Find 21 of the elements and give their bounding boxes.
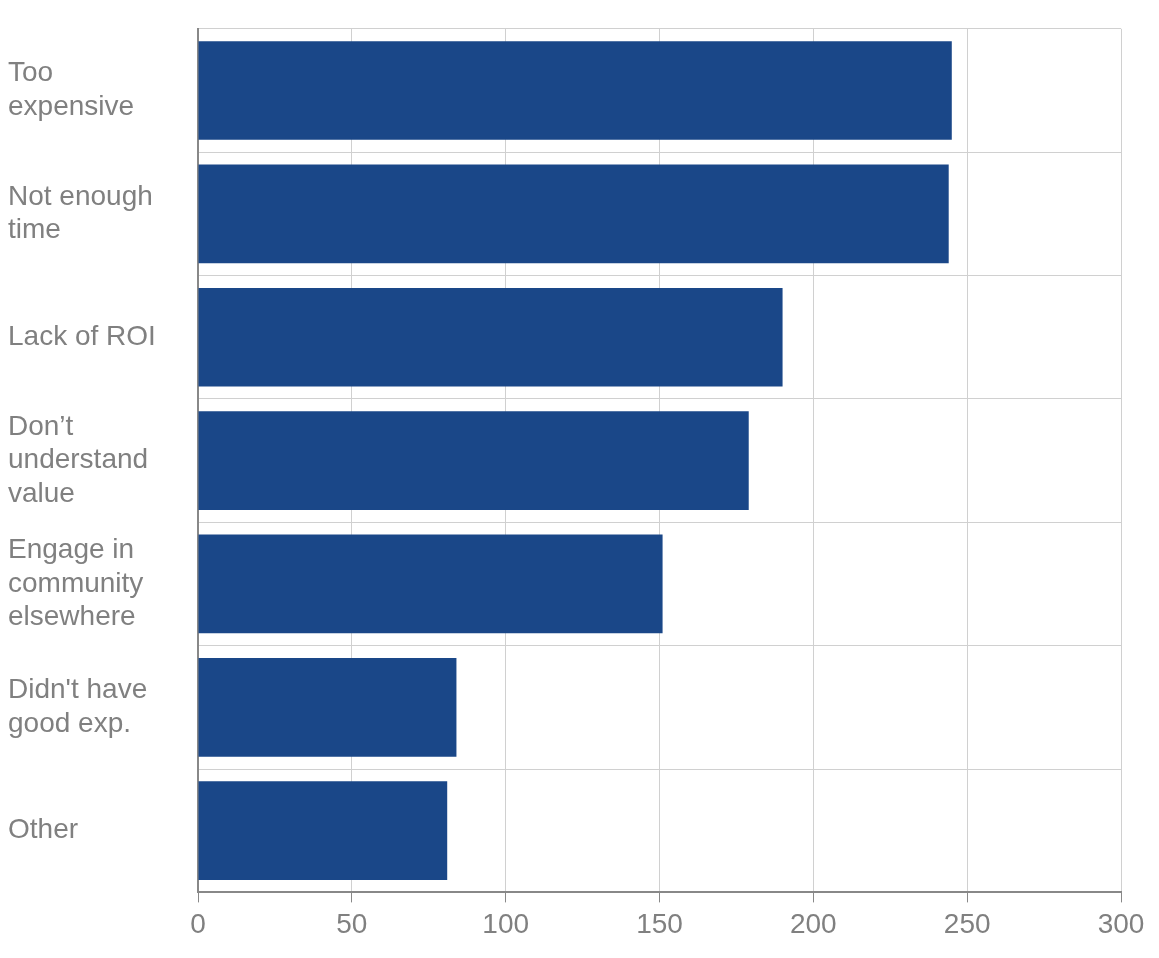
x-tick-label: 250 — [943, 907, 991, 939]
x-tick-label: 150 — [636, 907, 683, 939]
bar — [198, 41, 952, 140]
x-tick-label: 300 — [1097, 907, 1145, 939]
y-tick-label: Too expensive — [8, 56, 135, 121]
bar — [198, 781, 448, 881]
bar — [198, 164, 949, 264]
bar — [198, 287, 783, 387]
y-tick-label: Engage in community elsewhere — [8, 533, 144, 632]
y-tick-label: Lack of ROI — [8, 319, 156, 351]
bar — [198, 534, 663, 634]
bar — [198, 411, 749, 510]
y-tick-label: Don’t understand value — [8, 409, 149, 508]
y-tick-label: Not enough time — [8, 179, 153, 245]
x-tick-label: 100 — [482, 907, 530, 939]
bar — [198, 657, 457, 757]
x-tick-label: 200 — [789, 907, 837, 939]
y-tick-label: Didn't have good exp. — [8, 673, 148, 738]
x-tick-label: 50 — [336, 907, 368, 939]
x-tick-label: 0 — [190, 907, 206, 939]
y-tick-label: Other — [8, 813, 79, 845]
